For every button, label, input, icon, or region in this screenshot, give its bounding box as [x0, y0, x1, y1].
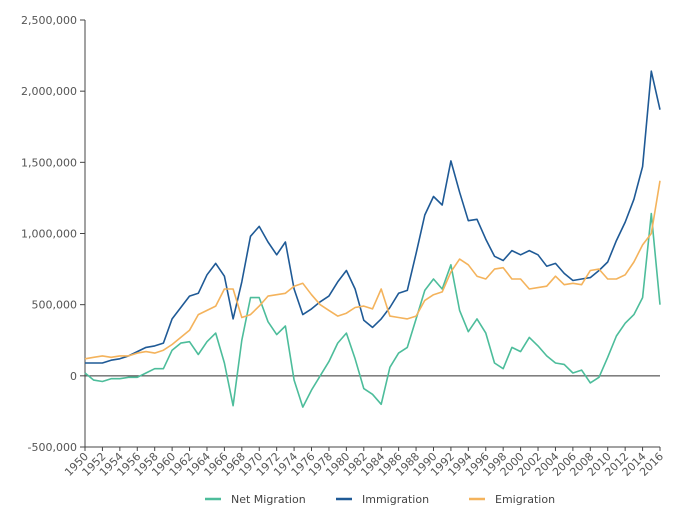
y-tick-label: 1,500,000 — [21, 156, 77, 169]
y-tick-label: 2,500,000 — [21, 14, 77, 27]
axes — [84, 20, 660, 448]
series-lines — [84, 70, 661, 408]
x-axis-ticks: 1950195219541956195819601962196419661968… — [62, 447, 666, 479]
legend-label: Emigration — [495, 493, 555, 506]
y-tick-label: 2,000,000 — [21, 85, 77, 98]
y-tick-label: -500,000 — [28, 441, 77, 454]
legend: Net Migration Immigration Emigration — [205, 493, 555, 506]
y-axis-ticks: -500,000 0 500,000 1,000,000 1,500,000 2,000,… — [21, 14, 85, 454]
y-tick-label: 500,000 — [32, 299, 78, 312]
series-line-emigration — [84, 180, 661, 360]
legend-label: Immigration — [362, 493, 429, 506]
series-line-immigration — [85, 70, 661, 364]
y-tick-label: 0 — [70, 370, 77, 383]
series-line-net-migration — [84, 212, 661, 408]
legend-label: Net Migration — [231, 493, 306, 506]
y-tick-label: 1,000,000 — [21, 228, 77, 241]
